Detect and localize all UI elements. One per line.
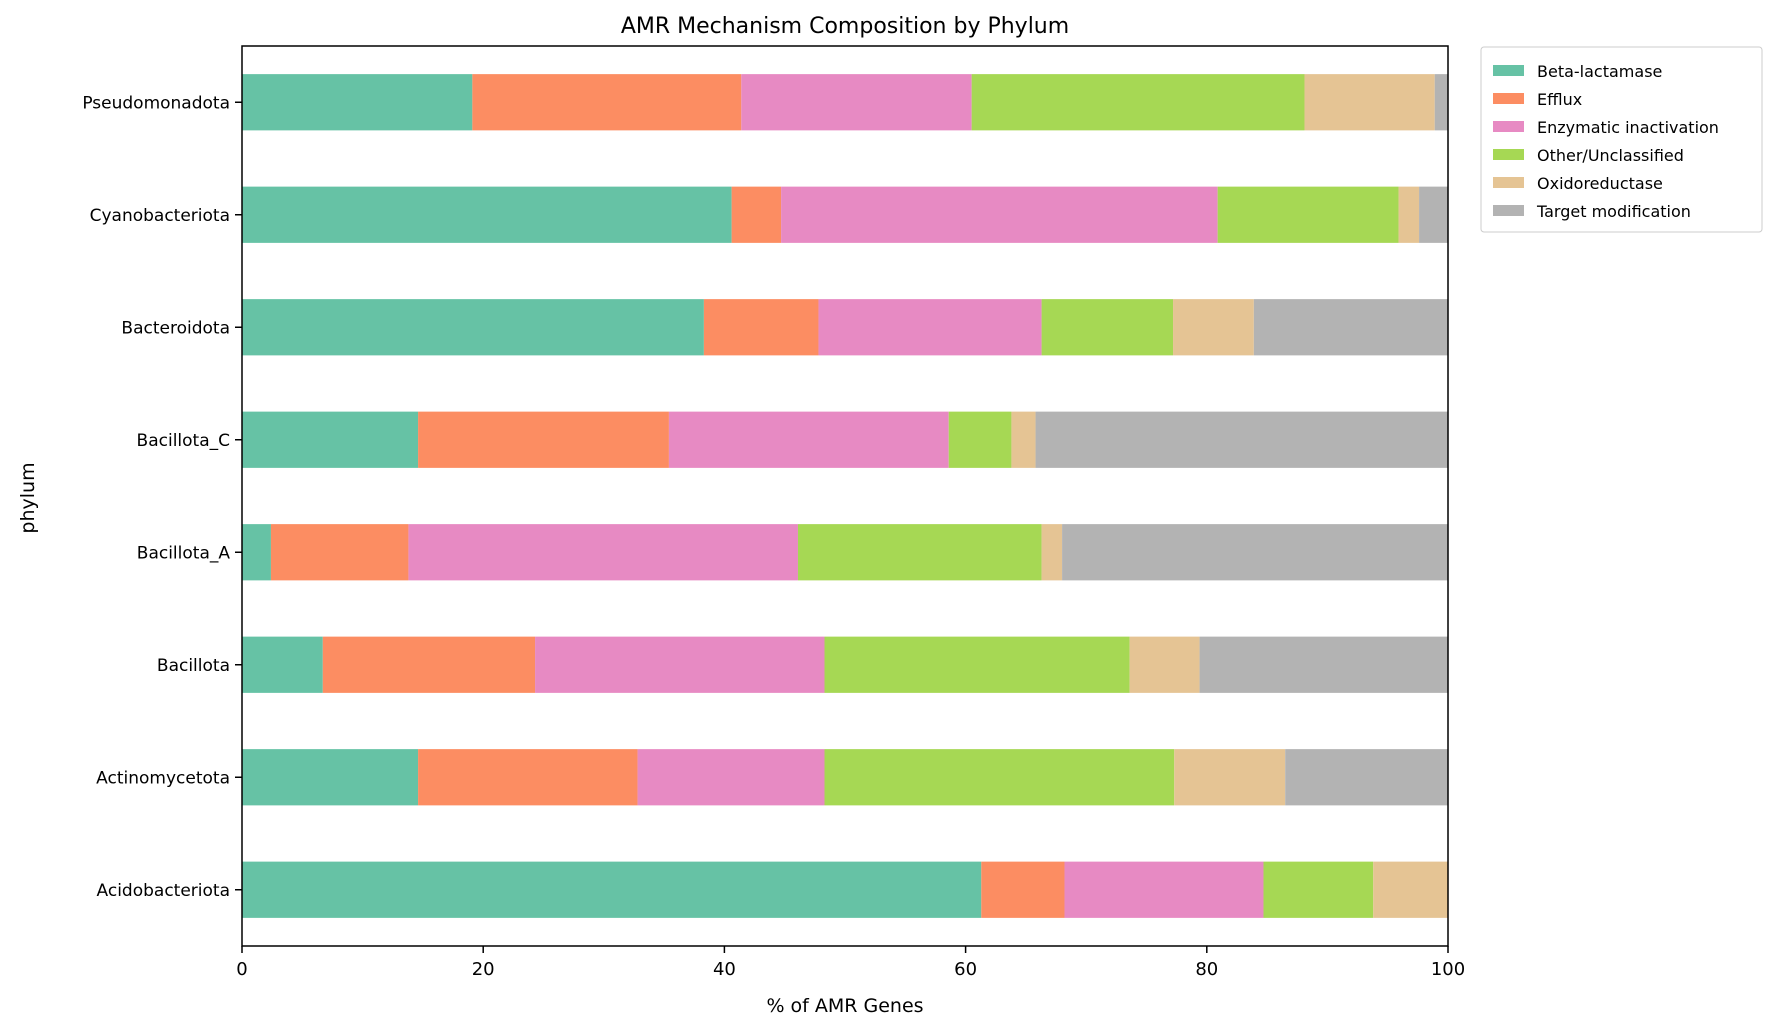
bar-bacteroidota-other-unclassified [1041,299,1174,356]
x-axis-label: % of AMR Genes [766,995,923,1017]
bar-bacillota-efflux [322,636,536,693]
legend-swatch [1493,121,1524,132]
bar-cyanobacteriota-other-unclassified [1217,186,1399,243]
bar-bacillota_c-oxidoreductase [1011,411,1036,468]
legend-label: Oxidoreductase [1537,174,1663,193]
bar-bacillota_c-target-modification [1035,411,1448,468]
bar-bacteroidota-target-modification [1253,299,1448,356]
bar-actinomycetota-enzymatic-inactivation [637,749,825,806]
legend: Beta-lactamase Efflux Enzymatic inactivati… [1480,46,1763,233]
legend-label: Efflux [1537,90,1582,109]
x-ticks: 0 20 40 60 80 100 [236,946,1465,980]
bar-cyanobacteriota-beta-lactamase [242,186,732,243]
bar-cyanobacteriota-oxidoreductase [1398,186,1420,243]
bar-bacteroidota-oxidoreductase [1173,299,1254,356]
y-tick-label: Pseudomonadota [82,93,230,113]
bar-acidobacteriota-efflux [981,861,1065,918]
legend-swatch [1493,149,1524,160]
y-tick-label: Bacillota [157,656,230,676]
bar-bacillota_a-efflux [270,524,409,581]
x-tick-label: 20 [472,959,495,980]
legend-swatch [1493,65,1524,76]
y-tick-label: Bacteroidota [121,318,230,338]
bar-cyanobacteriota-enzymatic-inactivation [781,186,1218,243]
bar-actinomycetota-oxidoreductase [1174,749,1286,806]
bar-bacillota_a-other-unclassified [797,524,1042,581]
bar-bacillota_c-beta-lactamase [242,411,419,468]
bar-bacillota_c-efflux [418,411,669,468]
legend-swatch [1493,177,1524,188]
bar-bacillota_a-oxidoreductase [1041,524,1063,581]
bar-pseudomonadota-target-modification [1434,74,1448,131]
bar-bacillota-oxidoreductase [1129,636,1200,693]
x-tick-label: 60 [954,959,977,980]
bar-bacillota_a-beta-lactamase [242,524,271,581]
bar-actinomycetota-efflux [418,749,638,806]
bar-bacillota_c-enzymatic-inactivation [668,411,949,468]
bar-bacillota-target-modification [1199,636,1448,693]
x-tick-label: 0 [236,959,247,980]
y-axis-label: phylum [17,462,39,533]
bar-acidobacteriota-other-unclassified [1263,861,1374,918]
y-tick-label: Cyanobacteriota [90,206,230,226]
bar-cyanobacteriota-target-modification [1419,186,1448,243]
bar-bacillota-beta-lactamase [242,636,323,693]
bar-bacillota_a-enzymatic-inactivation [408,524,798,581]
bar-acidobacteriota-enzymatic-inactivation [1064,861,1264,918]
x-tick-label: 80 [1195,959,1218,980]
y-tick-label: Bacillota_A [137,543,231,563]
bar-bacillota_c-other-unclassified [948,411,1012,468]
bar-bacillota-other-unclassified [824,636,1130,693]
axes-frame [241,45,1449,947]
bar-bacillota_a-target-modification [1062,524,1448,581]
y-tick-label: Bacillota_C [137,431,230,451]
bars [242,74,1448,918]
x-tick-label: 40 [713,959,736,980]
legend-label: Other/Unclassified [1537,146,1684,165]
bar-pseudomonadota-enzymatic-inactivation [741,74,972,131]
legend-label: Target modification [1536,202,1691,221]
bar-cyanobacteriota-efflux [731,186,782,243]
bar-pseudomonadota-beta-lactamase [242,74,473,131]
legend-frame [1480,46,1763,233]
bar-bacteroidota-beta-lactamase [242,299,704,356]
legend-label: Beta-lactamase [1537,62,1662,81]
bar-acidobacteriota-beta-lactamase [242,861,982,918]
bar-actinomycetota-beta-lactamase [242,749,419,806]
legend-swatch [1493,93,1524,104]
x-tick-label: 100 [1431,959,1465,980]
legend-label: Enzymatic inactivation [1537,118,1719,137]
bar-acidobacteriota-oxidoreductase [1373,861,1448,918]
bar-pseudomonadota-oxidoreductase [1304,74,1435,131]
y-tick-label: Acidobacteriota [97,881,230,901]
bar-bacteroidota-enzymatic-inactivation [818,299,1042,356]
bar-bacillota-enzymatic-inactivation [535,636,825,693]
bar-actinomycetota-other-unclassified [824,749,1175,806]
y-ticks: Acidobacteriota Actinomycetota Bacillota Ba… [82,93,242,901]
bar-bacteroidota-efflux [703,299,819,356]
bar-pseudomonadota-other-unclassified [971,74,1305,131]
bar-actinomycetota-target-modification [1285,749,1448,806]
bar-pseudomonadota-efflux [472,74,742,131]
y-tick-label: Actinomycetota [96,768,230,788]
legend-swatch [1493,205,1524,216]
chart-title: AMR Mechanism Composition by Phylum [621,14,1069,39]
